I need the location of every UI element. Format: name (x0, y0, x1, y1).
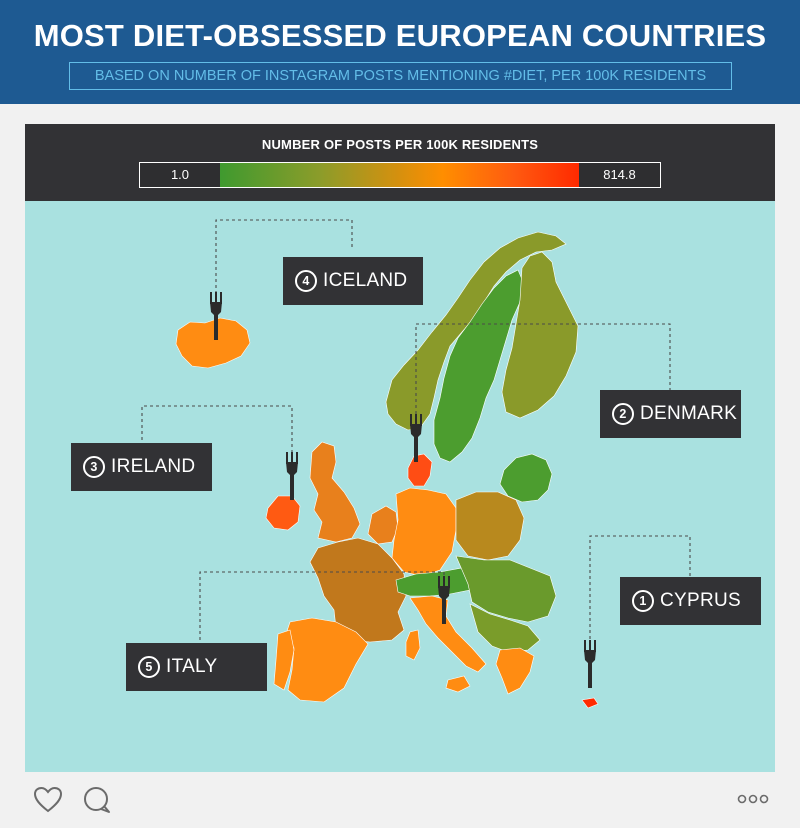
label-denmark: 2 DENMARK (600, 390, 741, 438)
fork-markers (210, 292, 596, 688)
legend-title: NUMBER OF POSTS PER 100K RESIDENTS (261, 137, 539, 152)
country-finland (501, 251, 579, 419)
country-poland (455, 491, 525, 561)
country-denmark (407, 453, 433, 487)
europe-map (141, 219, 691, 709)
country-name: IRELAND (111, 456, 196, 477)
label-iceland: 4 ICELAND (283, 257, 423, 305)
rank-badge: 4 (295, 270, 317, 292)
country-benelux (367, 505, 399, 545)
comment-icon[interactable] (82, 786, 112, 814)
country-name: DENMARK (640, 403, 738, 424)
label-cyprus: 1 CYPRUS (620, 577, 761, 625)
country-name: ITALY (166, 656, 218, 677)
header-banner: MOST DIET-OBSESSED EUROPEAN COUNTRIES BA… (0, 0, 800, 104)
fork-icon (210, 292, 222, 340)
heart-icon[interactable] (33, 786, 63, 814)
country-greece (495, 647, 535, 695)
country-central-east (455, 555, 557, 623)
page-subtitle: BASED ON NUMBER OF INSTAGRAM POSTS MENTI… (69, 62, 732, 90)
fork-icon (584, 640, 596, 688)
fork-icon (410, 414, 422, 462)
country-cyprus (581, 697, 599, 709)
country-uk (309, 441, 361, 543)
country-ireland (265, 495, 301, 531)
country-italy-sardinia (405, 629, 421, 661)
country-germany (391, 487, 457, 577)
country-sweden (433, 269, 525, 463)
country-baltics (499, 453, 553, 503)
label-ireland: 3 IRELAND (71, 443, 212, 491)
country-portugal (273, 629, 295, 691)
country-name: CYPRUS (660, 590, 741, 611)
label-italy: 5 ITALY (126, 643, 267, 691)
rank-badge: 1 (632, 590, 654, 612)
country-norway (385, 231, 567, 431)
legend-gradient (220, 163, 579, 187)
country-italy (409, 595, 487, 673)
legend-scale-frame (139, 162, 661, 188)
rank-badge: 2 (612, 403, 634, 425)
page-title: MOST DIET-OBSESSED EUROPEAN COUNTRIES (33, 18, 767, 53)
fork-icon (438, 576, 450, 624)
legend-min-label: 1.0 (140, 163, 220, 187)
country-france (309, 537, 407, 643)
rank-badge: 5 (138, 656, 160, 678)
legend-max-label: 814.8 (579, 163, 660, 187)
fork-icon (286, 452, 298, 500)
country-iceland (175, 317, 251, 369)
country-balkans (469, 603, 541, 653)
rank-badge: 3 (83, 456, 105, 478)
country-name: ICELAND (323, 270, 408, 291)
more-icon[interactable] (737, 793, 769, 805)
country-italy-sicily (445, 675, 471, 693)
